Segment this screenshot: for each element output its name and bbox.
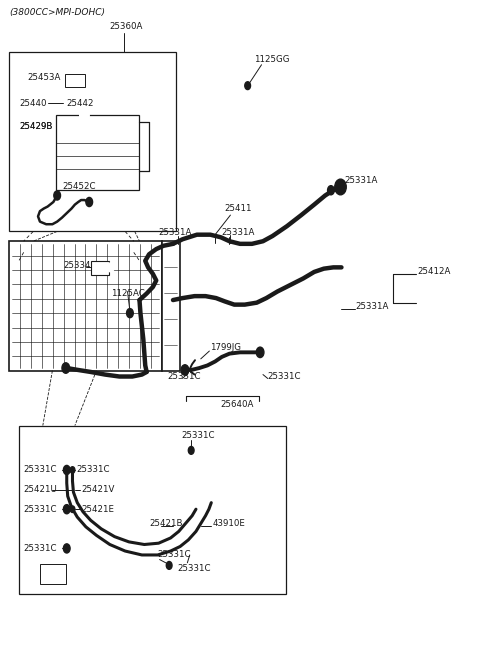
Circle shape	[63, 544, 70, 553]
Bar	[56, 115, 140, 190]
Text: 25331A: 25331A	[356, 302, 389, 311]
Bar	[65, 74, 85, 87]
Text: 25412A: 25412A	[417, 267, 450, 276]
Bar	[9, 52, 176, 231]
Text: 25331C: 25331C	[24, 544, 57, 553]
Circle shape	[54, 191, 60, 200]
Circle shape	[245, 82, 251, 90]
Circle shape	[62, 363, 70, 373]
Circle shape	[63, 466, 70, 475]
Text: 25331C: 25331C	[76, 466, 110, 474]
Text: 25334: 25334	[63, 261, 90, 270]
Circle shape	[188, 447, 194, 455]
Circle shape	[80, 109, 89, 122]
Text: 25331C: 25331C	[24, 505, 57, 514]
Circle shape	[166, 561, 172, 569]
Circle shape	[70, 467, 75, 474]
Bar	[9, 241, 161, 371]
Bar	[19, 426, 286, 594]
Text: 25331C: 25331C	[157, 550, 191, 559]
Text: 25331C: 25331C	[24, 466, 57, 474]
Bar	[91, 261, 109, 275]
Text: 25360A: 25360A	[110, 22, 143, 31]
Text: 25452C: 25452C	[62, 183, 96, 191]
Text: 25331A: 25331A	[344, 176, 378, 185]
Text: 25331A: 25331A	[222, 228, 255, 237]
Text: 25453A: 25453A	[27, 73, 60, 83]
Text: 25331C: 25331C	[268, 372, 301, 381]
Circle shape	[127, 309, 133, 318]
Text: 25331C: 25331C	[181, 431, 215, 440]
Text: 25421U: 25421U	[24, 485, 58, 494]
Text: 25331A: 25331A	[158, 228, 192, 237]
Bar	[161, 241, 180, 371]
Text: 25442: 25442	[67, 99, 94, 108]
Circle shape	[70, 506, 75, 512]
Text: 25411: 25411	[225, 204, 252, 213]
Text: 1799JG: 1799JG	[210, 343, 241, 352]
Circle shape	[335, 179, 346, 195]
Text: 25429B: 25429B	[20, 122, 53, 131]
Text: 25331C: 25331C	[178, 563, 211, 572]
Circle shape	[327, 185, 334, 195]
Circle shape	[256, 347, 264, 358]
Text: 25640A: 25640A	[221, 400, 254, 409]
Text: 1125GG: 1125GG	[254, 55, 290, 64]
Bar	[40, 564, 66, 584]
Text: 25421E: 25421E	[81, 505, 114, 514]
Text: 25429B: 25429B	[20, 122, 53, 131]
Circle shape	[63, 504, 70, 514]
Text: 43910E: 43910E	[212, 519, 245, 528]
Text: 1125AC: 1125AC	[111, 289, 144, 298]
Text: 25440: 25440	[20, 99, 48, 108]
Circle shape	[181, 365, 189, 375]
Text: 25331C: 25331C	[167, 372, 201, 381]
Text: (3800CC>MPI-DOHC): (3800CC>MPI-DOHC)	[9, 8, 105, 17]
Circle shape	[86, 197, 93, 206]
Circle shape	[108, 263, 114, 272]
Text: 25421V: 25421V	[81, 485, 114, 494]
Text: 25421B: 25421B	[149, 519, 182, 528]
